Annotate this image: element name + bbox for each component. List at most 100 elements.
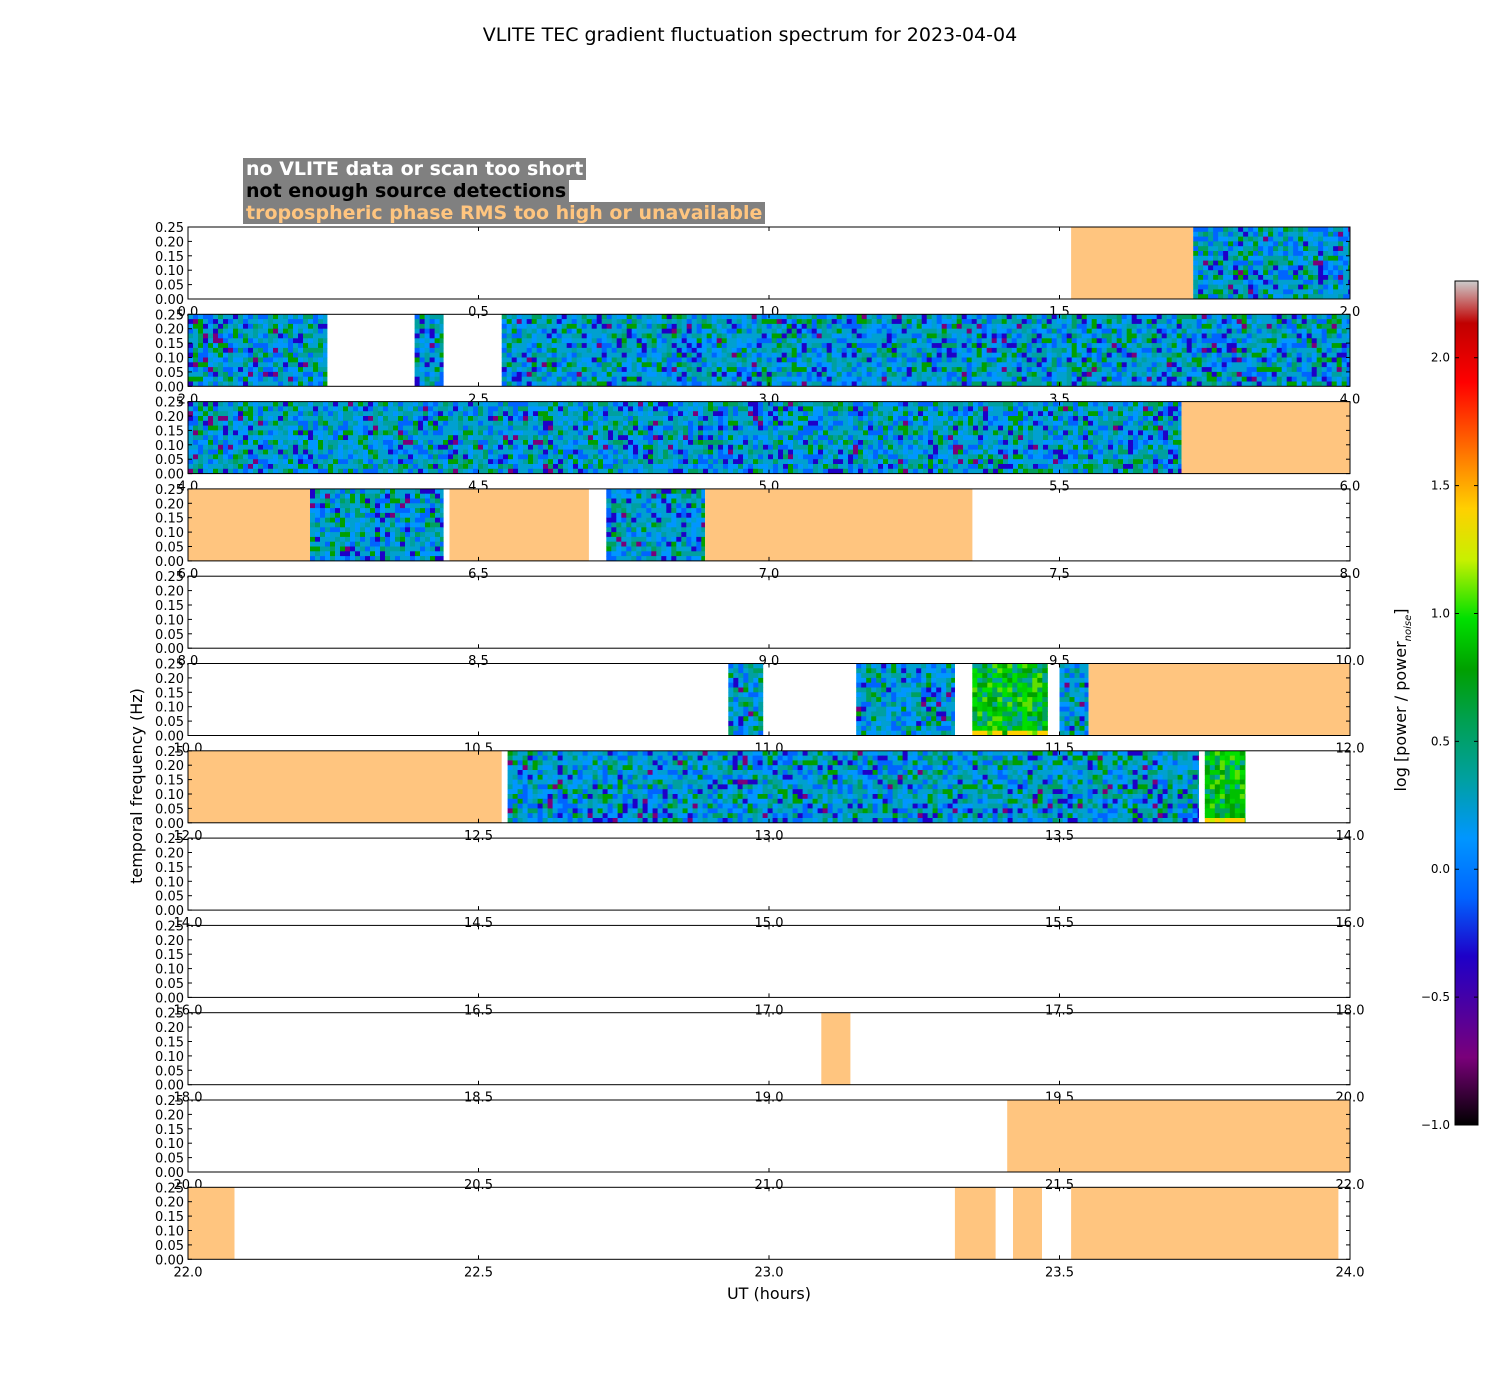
y-tick-label: 0.20	[155, 934, 184, 949]
flagged-interval	[1181, 401, 1350, 474]
y-tick-label: 0.10	[155, 264, 184, 279]
spectrum-panel: 0.000.050.100.150.200.25 16.0 16.5 17.0 17.5…	[155, 919, 1364, 1018]
y-tick-label: 0.20	[155, 323, 184, 338]
y-tick-label: 0.20	[155, 235, 184, 250]
y-tick-label: 0.20	[155, 847, 184, 862]
y-tick-label: 0.15	[155, 337, 184, 352]
spectrum-block	[1204, 750, 1246, 823]
colorbar-tick-label: 1.0	[1431, 606, 1450, 620]
x-tick-label: 18.0	[1336, 1003, 1365, 1018]
y-tick-label: 0.00	[155, 1253, 184, 1268]
y-tick-label: 0.25	[155, 745, 184, 760]
y-tick-label: 0.15	[155, 774, 184, 789]
spectrum-block	[414, 314, 444, 387]
x-tick-label: 12.0	[1336, 742, 1365, 757]
x-tick-label: 13.0	[755, 829, 784, 844]
spectrum-block	[507, 750, 1199, 823]
x-tick-label: 23.0	[755, 1265, 784, 1280]
spectrum-block	[188, 401, 1182, 474]
y-tick-label: 0.25	[155, 308, 184, 323]
y-tick-label: 0.00	[155, 904, 184, 919]
x-tick-label: 17.0	[755, 1003, 784, 1018]
y-tick-label: 0.15	[155, 948, 184, 963]
y-tick-label: 0.25	[155, 483, 184, 498]
y-tick-label: 0.10	[155, 1225, 184, 1240]
x-tick-label: 6.0	[178, 567, 199, 582]
y-tick-label: 0.20	[155, 1196, 184, 1211]
x-tick-label: 15.5	[1045, 916, 1074, 931]
x-tick-label: 7.5	[1049, 567, 1070, 582]
x-tick-label: 14.0	[174, 916, 203, 931]
chart-title: VLITE TEC gradient fluctuation spectrum …	[482, 24, 1018, 46]
x-tick-label: 14.0	[1336, 829, 1365, 844]
y-tick-label: 0.00	[155, 293, 184, 308]
y-axis-label: temporal frequency (Hz)	[127, 688, 146, 884]
colorbar-tick-label: −1.0	[1421, 1118, 1450, 1132]
colorbar-tick-label: 2.0	[1431, 351, 1450, 365]
spectrum-panel: 0.000.050.100.150.200.252.0 2.5 3.0 3.5 4.0	[155, 308, 1360, 407]
y-tick-label: 0.20	[155, 585, 184, 600]
x-tick-label: 12.5	[464, 829, 493, 844]
x-tick-label: 16.5	[464, 1003, 493, 1018]
y-tick-label: 0.20	[155, 1108, 184, 1123]
spectrum-block	[188, 314, 328, 387]
panel-frame	[187, 1012, 1351, 1086]
y-tick-label: 0.20	[155, 410, 184, 425]
y-tick-label: 0.15	[155, 1210, 184, 1225]
y-tick-label: 0.00	[155, 817, 184, 832]
spectrum-block	[310, 488, 444, 561]
x-tick-label: 20.5	[464, 1178, 493, 1193]
colorbar-label: log [power / powernoise]	[1391, 608, 1414, 791]
y-tick-label: 0.00	[155, 1079, 184, 1094]
x-tick-label: 13.5	[1045, 829, 1074, 844]
x-tick-label: 15.0	[755, 916, 784, 931]
y-tick-label: 0.05	[155, 628, 184, 643]
y-tick-label: 0.15	[155, 686, 184, 701]
x-tick-label: 22.0	[1336, 1178, 1365, 1193]
spectrum-panel: 0.000.050.100.150.200.256.0 6.5 7.0 7.5 8.0	[155, 483, 1360, 582]
colorbar-tick-label: 0.0	[1431, 862, 1450, 876]
y-tick-label: 0.25	[155, 658, 184, 673]
x-tick-label: 8.0	[178, 654, 199, 669]
x-tick-label: 12.0	[174, 829, 203, 844]
x-tick-label: 16.0	[174, 1003, 203, 1018]
flagged-interval	[1007, 1100, 1350, 1172]
x-tick-label: 21.0	[755, 1178, 784, 1193]
y-tick-label: 0.05	[155, 453, 184, 468]
y-tick-label: 0.25	[155, 1181, 184, 1196]
flagged-interval	[188, 1187, 235, 1260]
spectrum-panel: 0.000.050.100.150.200.254.0 4.5 5.0 5.5 6.0	[155, 396, 1360, 495]
spectrum-block	[728, 663, 764, 736]
x-tick-label: 0.5	[468, 305, 489, 320]
x-tick-label: 8.0	[1340, 567, 1361, 582]
y-tick-label: 0.00	[155, 991, 184, 1006]
x-tick-label: 16.0	[1336, 916, 1365, 931]
x-tick-label: 24.0	[1336, 1265, 1365, 1280]
y-tick-label: 0.10	[155, 613, 184, 628]
flagged-interval	[1013, 1187, 1042, 1260]
y-tick-label: 0.05	[155, 802, 184, 817]
y-tick-label: 0.15	[155, 512, 184, 527]
y-tick-label: 0.00	[155, 555, 184, 570]
x-tick-label: 17.5	[1045, 1003, 1074, 1018]
spectrum-block	[501, 314, 1350, 387]
spectrum-panel: 0.000.050.100.150.200.25 22.0 22.5 23.0 23.5…	[155, 1181, 1364, 1280]
spectrum-block	[972, 663, 1048, 736]
legend-few-detections: not enough source detections	[243, 180, 570, 202]
y-tick-label: 0.10	[155, 526, 184, 541]
y-tick-label: 0.25	[155, 832, 184, 847]
x-tick-label: 22.5	[464, 1265, 493, 1280]
y-tick-label: 0.15	[155, 1036, 184, 1051]
colorbar-tick-label: 1.5	[1431, 479, 1450, 493]
y-tick-label: 0.05	[155, 1064, 184, 1079]
x-tick-label: 23.5	[1045, 1265, 1074, 1280]
y-tick-label: 0.00	[155, 642, 184, 657]
y-tick-label: 0.25	[155, 919, 184, 934]
x-tick-label: 5.5	[1049, 480, 1070, 495]
